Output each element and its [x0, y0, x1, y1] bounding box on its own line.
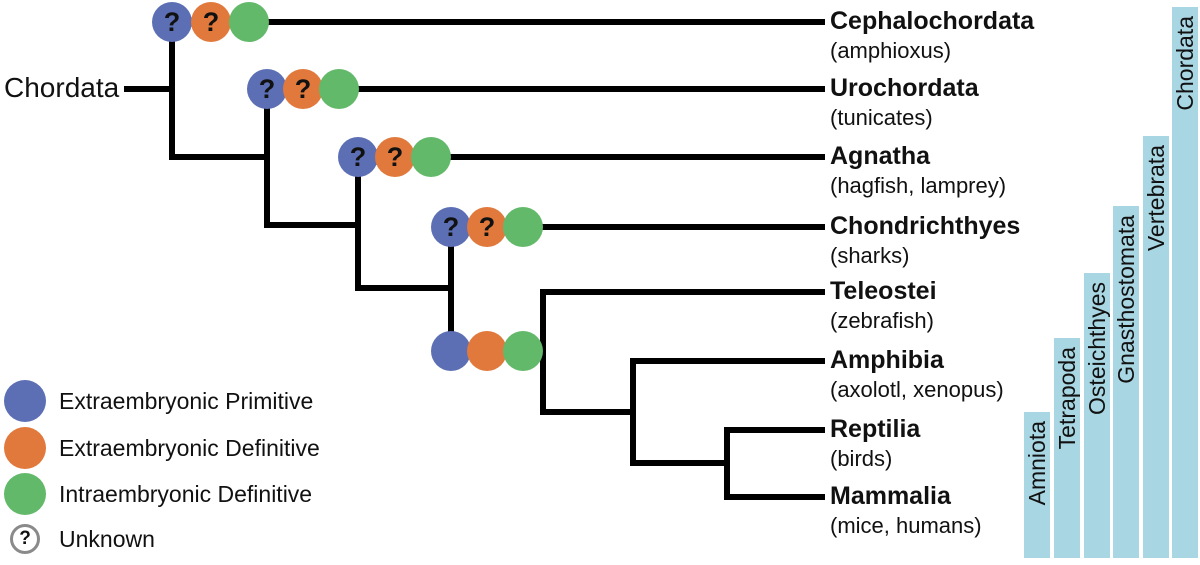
node-cephalochordata-orange-circle: ? — [191, 2, 231, 42]
taxon-common-name: (amphioxus) — [830, 38, 952, 63]
taxon-common-name: (mice, humans) — [830, 513, 982, 538]
unknown-circle-icon: ? — [10, 524, 40, 554]
taxon-name: Mammalia — [830, 482, 951, 510]
node-agnatha-orange-circle: ? — [375, 137, 415, 177]
node-osteichthyes-orange-circle — [467, 331, 507, 371]
taxon-name: Chondrichthyes — [830, 212, 1021, 240]
clade-bar-gnasthostomata: Gnasthostomata — [1113, 206, 1139, 558]
taxon-name: Urochordata — [830, 74, 979, 102]
question-mark: ? — [349, 142, 367, 172]
clade-connector-2 — [264, 222, 361, 228]
orange-circle-icon — [4, 427, 46, 469]
node-agnatha-blue-circle: ? — [338, 137, 378, 177]
legend-item-green: Intraembryonic Definitive — [4, 473, 312, 515]
clade-stem-5 — [540, 289, 546, 415]
green-circle-icon — [4, 473, 46, 515]
node-urochordata-green-circle — [319, 69, 359, 109]
taxon-chondrichthyes: Chondrichthyes (sharks) — [830, 211, 1020, 270]
node-chondrichthyes-orange-circle: ? — [467, 207, 507, 247]
node-urochordata-orange-circle: ? — [283, 69, 323, 109]
branch-amphibia — [630, 358, 825, 364]
branch-mammalia — [724, 494, 825, 500]
branch-teleostei — [540, 289, 825, 295]
taxon-common-name: (birds) — [830, 446, 893, 471]
clade-connector-5 — [540, 409, 636, 415]
root-branch — [124, 86, 175, 92]
clade-stem-2 — [264, 86, 270, 228]
legend-label: Extraembryonic Primitive — [59, 387, 314, 414]
taxon-name: Cephalochordata — [830, 7, 1035, 35]
clade-bar-label: Gnasthostomata — [1113, 215, 1139, 384]
question-mark: ? — [294, 74, 312, 104]
question-mark: ? — [19, 528, 31, 549]
clade-bar-tetrapoda: Tetrapoda — [1054, 338, 1080, 558]
clade-connector-3 — [355, 285, 454, 291]
clade-bar-label: Amniota — [1024, 421, 1050, 506]
question-mark: ? — [202, 7, 220, 37]
clade-bar-label: Vertebrata — [1143, 145, 1169, 252]
taxon-mammalia: Mammalia (mice, humans) — [830, 481, 982, 540]
question-mark: ? — [386, 142, 404, 172]
blue-circle-icon — [4, 380, 46, 422]
clade-bar-osteichthyes: Osteichthyes — [1084, 273, 1110, 558]
taxon-common-name: (hagfish, lamprey) — [830, 173, 1007, 198]
node-chondrichthyes-green-circle — [503, 207, 543, 247]
question-mark: ? — [442, 212, 460, 242]
branch-cephalochordata — [169, 19, 825, 25]
branch-chondrichthyes — [448, 224, 825, 230]
node-cephalochordata-green-circle — [229, 2, 269, 42]
taxon-cephalochordata: Cephalochordata (amphioxus) — [830, 6, 1034, 65]
legend-item-blue: Extraembryonic Primitive — [4, 380, 313, 422]
legend-item-orange: Extraembryonic Definitive — [4, 427, 320, 469]
root-clade-label: Chordata — [4, 72, 120, 103]
branch-reptilia — [724, 427, 825, 433]
clade-stem-3 — [355, 154, 361, 291]
legend-item-unknown: ? Unknown — [4, 518, 155, 560]
clade-bar-chordata: Chordata — [1172, 7, 1198, 558]
clade-bar-label: Tetrapoda — [1054, 347, 1080, 450]
taxon-name: Teleostei — [830, 277, 937, 305]
taxon-common-name: (sharks) — [830, 243, 910, 268]
node-osteichthyes-blue-circle — [431, 331, 471, 371]
question-mark: ? — [478, 212, 496, 242]
clade-stem-7 — [724, 427, 730, 500]
node-urochordata-blue-circle: ? — [247, 69, 287, 109]
clade-connector-6 — [630, 460, 730, 466]
branch-urochordata — [264, 86, 825, 92]
clade-bar-label: Chordata — [1172, 16, 1198, 111]
taxon-urochordata: Urochordata (tunicates) — [830, 73, 979, 132]
question-mark: ? — [258, 74, 276, 104]
clade-stem-6 — [630, 358, 636, 466]
legend-label: Extraembryonic Definitive — [59, 434, 320, 461]
taxon-agnatha: Agnatha (hagfish, lamprey) — [830, 141, 1006, 200]
taxon-common-name: (axolotl, xenopus) — [830, 377, 1004, 402]
clade-connector-1 — [169, 154, 270, 160]
taxon-teleostei: Teleostei (zebrafish) — [830, 276, 937, 335]
clade-bar-label: Osteichthyes — [1084, 282, 1110, 415]
node-agnatha-green-circle — [411, 137, 451, 177]
question-mark: ? — [163, 7, 181, 37]
clade-stem-1 — [169, 19, 175, 160]
taxon-common-name: (tunicates) — [830, 105, 933, 130]
taxon-name: Agnatha — [830, 142, 930, 170]
node-chondrichthyes-blue-circle: ? — [431, 207, 471, 247]
node-cephalochordata-blue-circle: ? — [152, 2, 192, 42]
taxon-common-name: (zebrafish) — [830, 308, 934, 333]
clade-bar-amniota: Amniota — [1024, 412, 1050, 558]
branch-agnatha — [355, 154, 825, 160]
taxon-amphibia: Amphibia (axolotl, xenopus) — [830, 345, 1004, 404]
legend-label: Unknown — [59, 525, 155, 552]
taxon-reptilia: Reptilia (birds) — [830, 414, 920, 473]
clade-bar-vertebrata: Vertebrata — [1143, 136, 1169, 558]
clade-stem-4 — [448, 224, 454, 354]
node-osteichthyes-green-circle — [503, 331, 543, 371]
taxon-name: Reptilia — [830, 415, 921, 443]
taxon-name: Amphibia — [830, 346, 944, 374]
legend-label: Intraembryonic Definitive — [59, 480, 313, 507]
